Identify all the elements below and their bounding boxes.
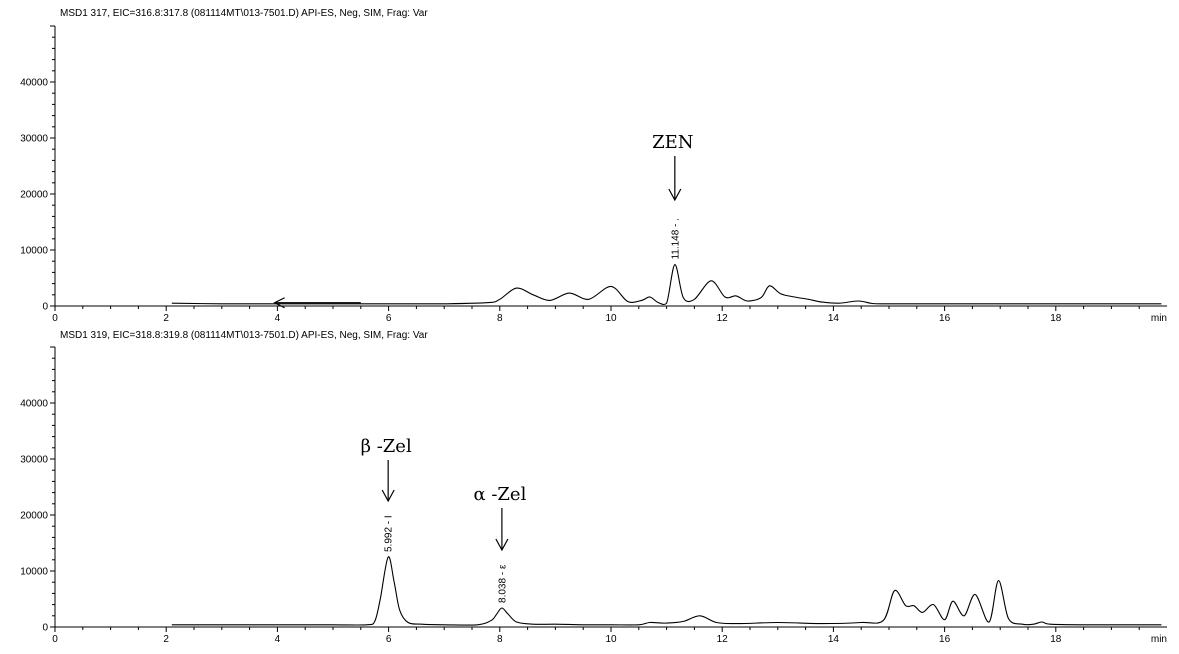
x-tick-label: 8 (497, 634, 503, 645)
peak-rt-label: 8.038 - ε (497, 564, 508, 603)
series-line-1 (171, 556, 1162, 626)
x-tick-label: 2 (163, 313, 169, 324)
x-tick-label: 10 (605, 634, 617, 645)
x-tick-label: 18 (1050, 313, 1062, 324)
series-line-1 (171, 264, 1162, 306)
y-tick-label: 10000 (20, 567, 48, 578)
x-tick-label: 14 (828, 313, 840, 324)
annotation-arrowhead (381, 489, 395, 503)
y-tick-label: 20000 (20, 190, 48, 201)
y-tick-label: 20000 (20, 511, 48, 522)
x-tick-label: 18 (1050, 634, 1062, 645)
x-tick-label: 8 (497, 313, 503, 324)
x-tick-label: 12 (717, 634, 729, 645)
x-tick-label: 10 (605, 313, 617, 324)
x-tick-label: 6 (386, 634, 392, 645)
compound-label: β -Zel (361, 436, 412, 457)
y-tick-label: 40000 (20, 399, 48, 410)
x-tick-label: 2 (163, 634, 169, 645)
chart-panel-2: MSD1 319, EIC=318.8:319.8 (081114MT\013-… (20, 330, 1167, 645)
peak-rt-label: 5.992 - I (384, 515, 395, 552)
y-tick-label: 40000 (20, 78, 48, 89)
x-tick-label: 12 (717, 313, 729, 324)
y-tick-label: 30000 (20, 455, 48, 466)
chart-panel-1: MSD1 317, EIC=316.8:317.8 (081114MT\013-… (20, 8, 1167, 324)
x-tick-label: 4 (275, 313, 281, 324)
annotation-arrowhead (495, 538, 509, 552)
baseline-arrowhead (273, 297, 285, 309)
x-tick-label: 14 (828, 634, 840, 645)
x-tick-label: 16 (939, 313, 951, 324)
y-tick-label: 0 (42, 623, 48, 634)
y-tick-label: 0 (42, 302, 48, 313)
x-tick-label: 0 (52, 313, 58, 324)
peak-rt-label: 11.148 - . (670, 218, 681, 260)
x-tick-label: 6 (386, 313, 392, 324)
x-tick-label: 16 (939, 634, 951, 645)
annotation-arrowhead (668, 188, 682, 202)
panel-title: MSD1 317, EIC=316.8:317.8 (081114MT\013-… (60, 8, 428, 19)
compound-label: α -Zel (473, 484, 526, 505)
panel-title: MSD1 319, EIC=318.8:319.8 (081114MT\013-… (60, 330, 428, 341)
x-tick-label: 0 (52, 634, 58, 645)
x-axis-label: min (1151, 313, 1167, 324)
compound-label: ZEN (652, 132, 693, 153)
x-axis-label: min (1151, 634, 1167, 645)
x-tick-label: 4 (275, 634, 281, 645)
y-tick-label: 30000 (20, 134, 48, 145)
y-tick-label: 10000 (20, 246, 48, 257)
